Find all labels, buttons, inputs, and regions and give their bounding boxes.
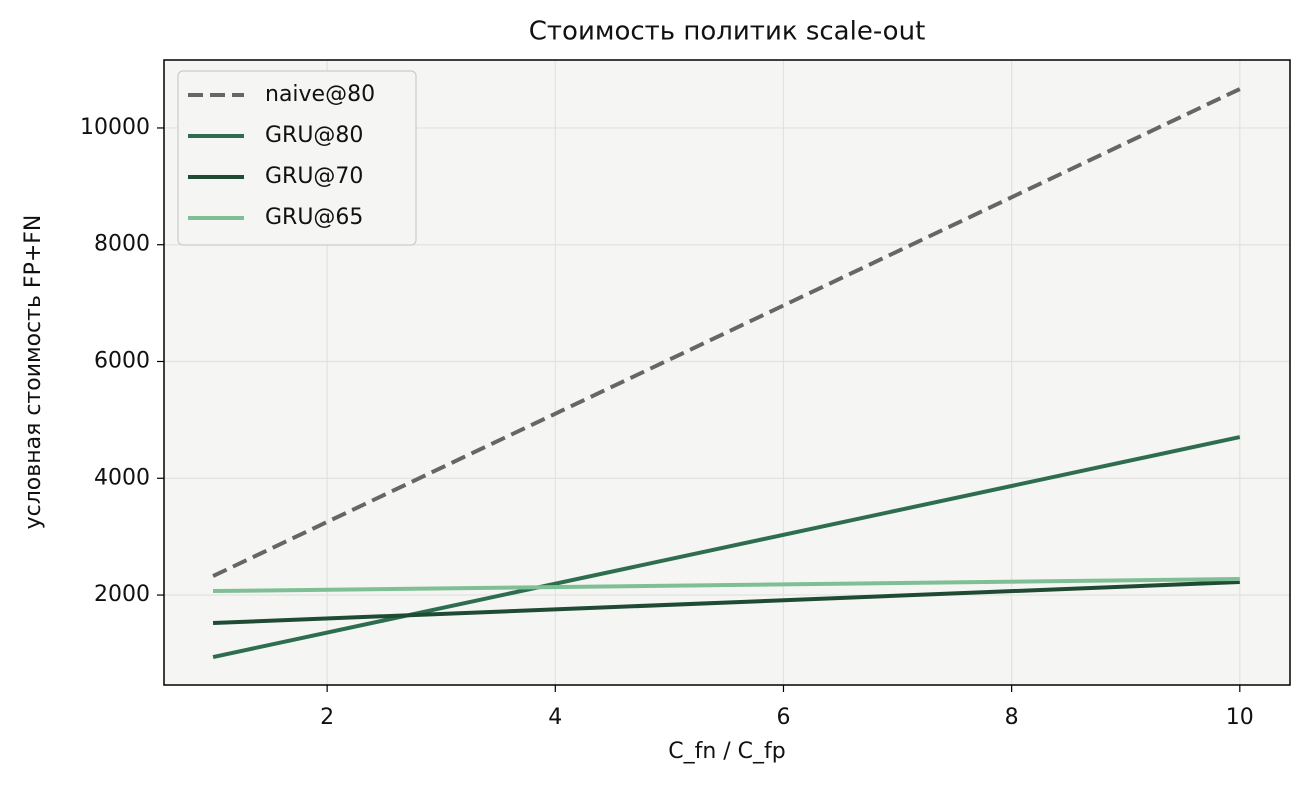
x-tick-label: 6: [776, 705, 790, 730]
y-axis-label: условная стоимость FP+FN: [21, 215, 46, 530]
x-tick-label: 10: [1226, 705, 1254, 730]
line: [213, 577, 1240, 594]
chart-title: Стоимость политик scale-out: [529, 17, 926, 47]
x-tick-label: 8: [1005, 705, 1019, 730]
x-axis-label: C_fn / C_fp: [668, 739, 786, 764]
line: [212, 87, 1241, 578]
y-tick-label: 4000: [94, 465, 150, 490]
x-tick-label: 4: [548, 705, 562, 730]
legend-label: GRU@70: [265, 164, 363, 189]
plot-frame: [163, 59, 1291, 686]
y-tick-label: 10000: [80, 115, 150, 140]
y-tick-label: 8000: [94, 232, 150, 257]
legend-label: GRU@80: [265, 123, 363, 148]
legend-label: GRU@65: [265, 205, 363, 230]
legend-label: naive@80: [265, 82, 375, 107]
y-tick-label: 6000: [94, 348, 150, 373]
x-tick-label: 2: [320, 705, 334, 730]
line: [212, 435, 1241, 659]
y-tick-label: 2000: [94, 582, 150, 607]
legend-box: [177, 70, 417, 246]
line: [212, 580, 1240, 626]
